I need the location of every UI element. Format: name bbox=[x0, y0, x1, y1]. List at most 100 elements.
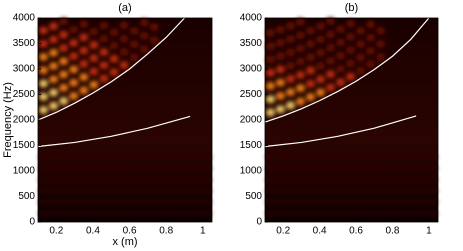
heat-spot bbox=[275, 91, 285, 100]
heat-spot bbox=[296, 44, 306, 53]
y-tick-label: 2000 bbox=[240, 115, 263, 126]
heat-spot bbox=[366, 20, 376, 29]
heat-spot bbox=[275, 78, 285, 87]
heat-spot bbox=[306, 40, 316, 49]
heat-spot bbox=[119, 47, 129, 56]
heat-spot bbox=[109, 54, 119, 63]
heat-spot bbox=[265, 55, 275, 64]
y-tick-label: 3500 bbox=[13, 38, 36, 49]
heat-spot bbox=[296, 70, 306, 79]
heat-spot bbox=[336, 38, 346, 47]
heat-stripe bbox=[38, 166, 212, 170]
y-tick-label: 500 bbox=[18, 191, 35, 202]
heat-spot bbox=[316, 88, 326, 97]
x-tick-label: 0.8 bbox=[386, 226, 400, 237]
heat-spot bbox=[285, 88, 295, 97]
heat-spot bbox=[316, 48, 326, 57]
heat-spot bbox=[69, 52, 79, 61]
heat-spot bbox=[275, 38, 285, 47]
y-axis-label: Frequency (Hz) bbox=[2, 82, 14, 158]
heat-spot bbox=[336, 51, 346, 60]
y-tick-label: 500 bbox=[245, 191, 262, 202]
heat-spot bbox=[99, 61, 109, 70]
heat-stripe bbox=[265, 166, 438, 170]
heat-spot bbox=[38, 26, 48, 35]
heat-spot bbox=[366, 60, 376, 69]
heat-spot bbox=[346, 59, 356, 68]
heat-spot bbox=[109, 68, 119, 77]
heat-spot bbox=[119, 21, 129, 30]
chart-title: (a) bbox=[118, 2, 131, 14]
y-tick-label: 0 bbox=[256, 217, 262, 228]
heat-spot bbox=[316, 22, 326, 31]
heat-spot bbox=[89, 40, 99, 49]
heat-spot bbox=[326, 70, 336, 79]
heat-spot bbox=[89, 80, 99, 89]
heat-spot bbox=[69, 65, 79, 74]
heat-spot bbox=[275, 65, 285, 74]
heat-spot bbox=[119, 34, 129, 43]
heat-spot bbox=[285, 21, 295, 30]
heat-spot bbox=[139, 31, 149, 40]
heat-spot bbox=[265, 82, 275, 91]
heat-spot bbox=[376, 39, 386, 48]
heat-spot bbox=[265, 28, 275, 37]
heat-spot bbox=[296, 57, 306, 66]
heat-spot bbox=[69, 91, 79, 100]
heat-spot bbox=[49, 88, 59, 97]
heat-spot bbox=[366, 33, 376, 42]
heat-spot bbox=[356, 66, 366, 75]
heat-spot bbox=[38, 106, 48, 115]
x-axis-label: x (m) bbox=[112, 236, 137, 248]
heat-spot bbox=[79, 73, 89, 82]
heat-stripe bbox=[265, 155, 438, 159]
curve bbox=[264, 115, 417, 148]
heat-spot bbox=[49, 22, 59, 31]
x-tick-label: 0.6 bbox=[349, 226, 363, 237]
curve bbox=[37, 17, 185, 121]
heat-spot bbox=[346, 72, 356, 81]
heat-spot bbox=[59, 70, 69, 79]
heat-spot bbox=[79, 20, 89, 29]
heat-spot bbox=[89, 27, 99, 36]
heat-spot bbox=[346, 19, 356, 28]
heat-spot bbox=[38, 39, 48, 48]
heat-spot bbox=[296, 31, 306, 40]
y-tick-label: 2500 bbox=[13, 89, 36, 100]
heat-spot bbox=[275, 105, 285, 114]
heat-spot bbox=[59, 30, 69, 39]
heat-spot bbox=[356, 40, 366, 49]
heat-spot bbox=[265, 68, 275, 77]
x-tick-label: 0.4 bbox=[313, 226, 327, 237]
heat-stripe bbox=[38, 178, 212, 182]
heat-spot bbox=[49, 101, 59, 110]
heat-spot bbox=[149, 36, 159, 45]
heat-spot bbox=[346, 46, 356, 55]
heat-spot bbox=[129, 53, 139, 62]
y-tick-label: 4000 bbox=[240, 13, 263, 24]
heat-spot bbox=[376, 53, 386, 62]
y-tick-label: 4000 bbox=[13, 13, 36, 24]
heat-spot bbox=[38, 79, 48, 88]
heat-spot bbox=[285, 35, 295, 44]
heat-spot bbox=[306, 26, 316, 35]
y-tick-label: 2500 bbox=[240, 89, 263, 100]
heat-stripe bbox=[265, 211, 438, 215]
heat-spot bbox=[336, 65, 346, 73]
heat-spot bbox=[346, 32, 356, 41]
heat-spot bbox=[59, 43, 69, 52]
heat-spot bbox=[129, 27, 139, 36]
heat-spot bbox=[306, 53, 316, 62]
heat-spot bbox=[285, 61, 295, 70]
x-tick-label: 1 bbox=[426, 226, 432, 237]
x-tick-label: 0.2 bbox=[49, 226, 63, 237]
y-tick-label: 1500 bbox=[240, 140, 263, 151]
heat-spot bbox=[79, 46, 89, 55]
heat-spot bbox=[366, 46, 376, 55]
heatmap-spots bbox=[265, 17, 438, 215]
heat-spot bbox=[59, 57, 69, 66]
chart-title: (b) bbox=[345, 2, 358, 14]
heat-spot bbox=[336, 25, 346, 34]
heat-spot bbox=[149, 23, 159, 32]
heat-spot bbox=[326, 43, 336, 52]
